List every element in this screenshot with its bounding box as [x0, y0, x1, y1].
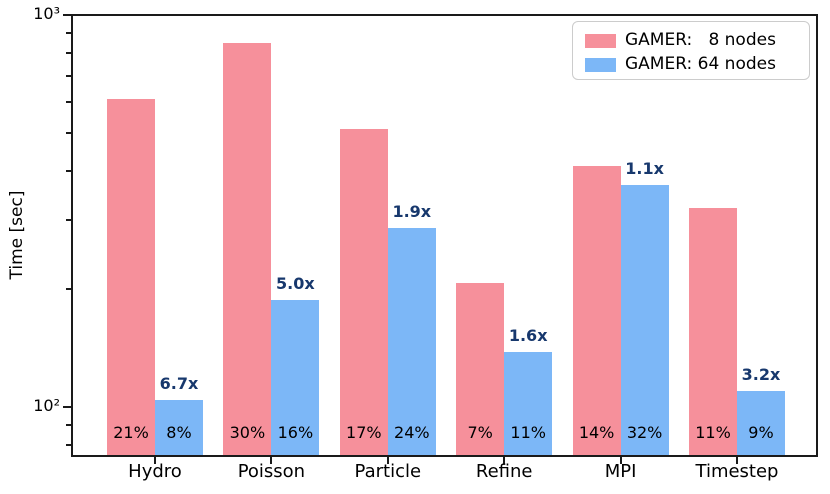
bar-poisson-64nodes	[271, 299, 320, 455]
y-minor-tick	[66, 31, 71, 34]
y-minor-tick	[66, 443, 71, 446]
x-tick	[154, 457, 156, 464]
percent-label-mpi-8nodes: 14%	[578, 423, 615, 442]
bar-mpi-8nodes	[572, 165, 621, 455]
bar-poisson-8nodes	[223, 42, 272, 455]
y-minor-tick	[66, 218, 71, 221]
bar-mpi-64nodes	[620, 185, 669, 455]
y-minor-tick	[66, 169, 71, 172]
x-tick-label-hydro: Hydro	[128, 461, 182, 482]
y-minor-tick	[66, 51, 71, 54]
y-minor-tick	[66, 100, 71, 103]
legend-item-8-nodes: GAMER: 8 nodes	[585, 29, 800, 52]
bar-timestep-64nodes	[737, 390, 785, 455]
percent-label-timestep-8nodes: 11%	[695, 423, 731, 442]
bar-refine-64nodes	[504, 352, 553, 455]
percent-label-hydro-8nodes: 21%	[113, 423, 149, 442]
x-tick	[736, 457, 738, 464]
top-spine	[71, 14, 818, 16]
x-tick-label-refine: Refine	[475, 461, 533, 482]
x-tick	[270, 457, 273, 464]
percent-label-hydro-64nodes: 8%	[166, 423, 192, 442]
x-tick-label-particle: Particle	[354, 461, 422, 482]
bottom-spine	[71, 455, 818, 457]
speedup-label-poisson: 5.0x	[276, 273, 315, 293]
bar-particle-8nodes	[339, 128, 388, 455]
speedup-label-particle: 1.9x	[392, 202, 432, 222]
percent-label-particle-64nodes: 24%	[394, 423, 430, 442]
bar-hydro-64nodes	[155, 400, 203, 455]
bar-refine-8nodes	[456, 283, 505, 455]
percent-label-poisson-64nodes: 16%	[277, 423, 314, 442]
y-major-tick	[63, 14, 71, 16]
percent-label-timestep-64nodes: 9%	[748, 423, 774, 442]
percent-label-mpi-64nodes: 32%	[626, 423, 663, 442]
y-minor-tick	[66, 132, 71, 134]
legend-label-8-nodes: GAMER: 8 nodes	[625, 30, 776, 50]
x-tick	[619, 457, 622, 464]
speedup-label-hydro: 6.7x	[159, 374, 199, 394]
x-tick	[386, 457, 389, 464]
bar-timestep-8nodes	[689, 207, 737, 455]
percent-label-refine-8nodes: 7%	[467, 423, 493, 442]
bar-hydro-8nodes	[107, 99, 155, 455]
speedup-label-refine: 1.6x	[508, 326, 548, 346]
percent-label-poisson-8nodes: 30%	[229, 423, 266, 442]
y-minor-tick	[66, 287, 71, 290]
y-axis-title: Time [sec]	[7, 190, 27, 280]
y-minor-tick	[66, 423, 71, 426]
speedup-label-mpi: 1.1x	[625, 159, 664, 179]
y-tick-label-1000: 10³	[33, 4, 60, 23]
bar-particle-64nodes	[387, 228, 436, 455]
y-minor-tick	[66, 74, 71, 77]
legend-swatch-8-nodes	[585, 33, 616, 48]
x-tick-label-poisson: Poisson	[237, 461, 306, 482]
x-tick-label-timestep: Timestep	[695, 461, 779, 482]
legend: GAMER: 8 nodes GAMER: 64 nodes	[572, 21, 810, 80]
y-major-tick	[63, 406, 71, 408]
legend-swatch-64-nodes	[585, 57, 616, 72]
x-tick	[503, 457, 506, 464]
percent-label-particle-8nodes: 17%	[346, 423, 382, 442]
speedup-label-timestep: 3.2x	[741, 364, 781, 384]
right-spine	[816, 14, 818, 457]
legend-item-64-nodes: GAMER: 64 nodes	[585, 53, 800, 76]
x-tick-label-mpi: MPI	[604, 461, 637, 482]
left-spine	[71, 14, 73, 457]
percent-label-refine-64nodes: 11%	[510, 423, 546, 442]
y-tick-label-100: 10²	[33, 396, 60, 415]
legend-label-64-nodes: GAMER: 64 nodes	[625, 54, 776, 74]
